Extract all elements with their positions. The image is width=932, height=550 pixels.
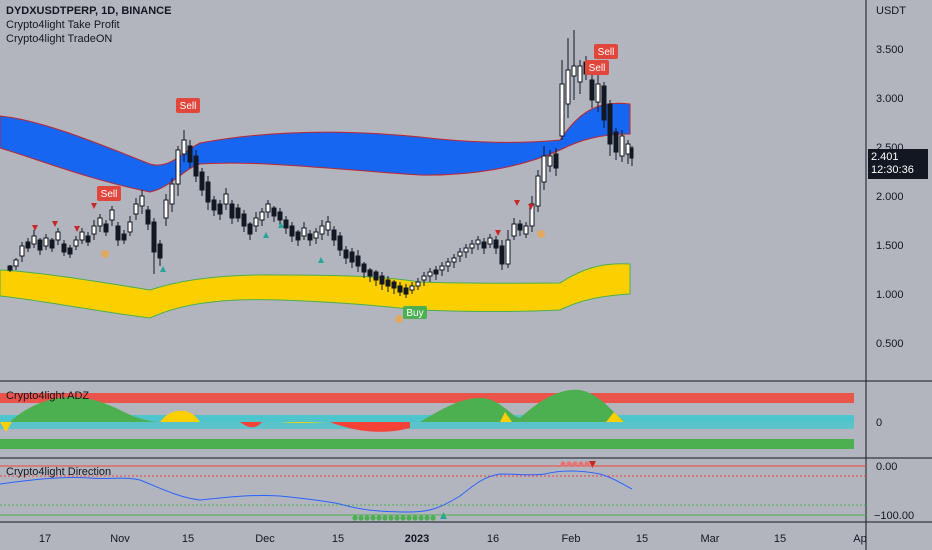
- price-tick: 1.000: [876, 289, 904, 301]
- time-label: Ap: [853, 533, 866, 545]
- buy-label: Buy: [403, 306, 427, 319]
- direction-dots-green: [352, 515, 436, 521]
- upper-band: [0, 102, 631, 193]
- indicator-tradeon[interactable]: Crypto4light TradeON: [6, 33, 113, 45]
- svg-text:Sell: Sell: [598, 47, 615, 58]
- direction-dots-red: [560, 461, 590, 467]
- direction-pane-title[interactable]: Crypto4light Direction: [6, 466, 112, 478]
- indicator-take-profit[interactable]: Crypto4light Take Profit: [6, 19, 120, 31]
- svg-text:Sell: Sell: [180, 101, 197, 112]
- price-tick: 3.500: [876, 44, 904, 56]
- candlestick-series[interactable]: [7, 30, 634, 298]
- price-tick: 0.500: [876, 338, 904, 350]
- direction-tick: −100.00: [874, 510, 914, 522]
- sell-label-4: Sell: [585, 60, 609, 75]
- adz-pane-title[interactable]: Crypto4light ADZ: [6, 390, 90, 402]
- direction-indicator[interactable]: [0, 461, 866, 521]
- direction-tick: 0.00: [876, 461, 897, 473]
- sell-label-1: Sell: [176, 98, 200, 113]
- sell-arrow-markers: [32, 200, 596, 468]
- time-label: 15: [636, 533, 648, 545]
- adz-tick: 0: [876, 417, 882, 429]
- current-price: 2.401: [871, 151, 899, 163]
- time-label: Nov: [110, 533, 130, 545]
- current-price-tag: 2.401 12:30:36: [868, 149, 928, 179]
- chart-legend[interactable]: DYDXUSDTPERP, 1D, BINANCE Crypto4light T…: [6, 4, 171, 46]
- price-axis-ticks[interactable]: USDT 3.500 3.000 2.500 2.000 1.500 1.000…: [874, 5, 914, 522]
- time-axis[interactable]: 17 Nov 15 Dec 15 2023 16 Feb 15 Mar 15 A…: [39, 533, 867, 545]
- time-label: 16: [487, 533, 499, 545]
- lower-band: [0, 263, 631, 319]
- time-label: 15: [332, 533, 344, 545]
- money-bag-icon: [101, 230, 545, 323]
- adz-indicator[interactable]: [0, 389, 854, 449]
- time-label: Dec: [255, 533, 275, 545]
- time-label: 15: [182, 533, 194, 545]
- time-label: 17: [39, 533, 51, 545]
- price-tick: 3.000: [876, 93, 904, 105]
- sell-label-2: Sell: [97, 186, 121, 201]
- svg-text:Buy: Buy: [406, 308, 423, 319]
- time-label: Feb: [562, 533, 581, 545]
- time-label: 15: [774, 533, 786, 545]
- buy-arrow-markers: [160, 222, 447, 519]
- svg-text:Sell: Sell: [101, 189, 118, 200]
- bar-countdown: 12:30:36: [871, 164, 914, 176]
- price-tick: 2.000: [876, 191, 904, 203]
- time-label: 2023: [405, 533, 429, 545]
- price-tick: 1.500: [876, 240, 904, 252]
- time-label: Mar: [701, 533, 720, 545]
- symbol-title[interactable]: DYDXUSDTPERP, 1D, BINANCE: [6, 5, 172, 17]
- sell-label-3: Sell: [594, 44, 618, 59]
- svg-text:Sell: Sell: [589, 63, 606, 74]
- currency-label: USDT: [876, 5, 906, 17]
